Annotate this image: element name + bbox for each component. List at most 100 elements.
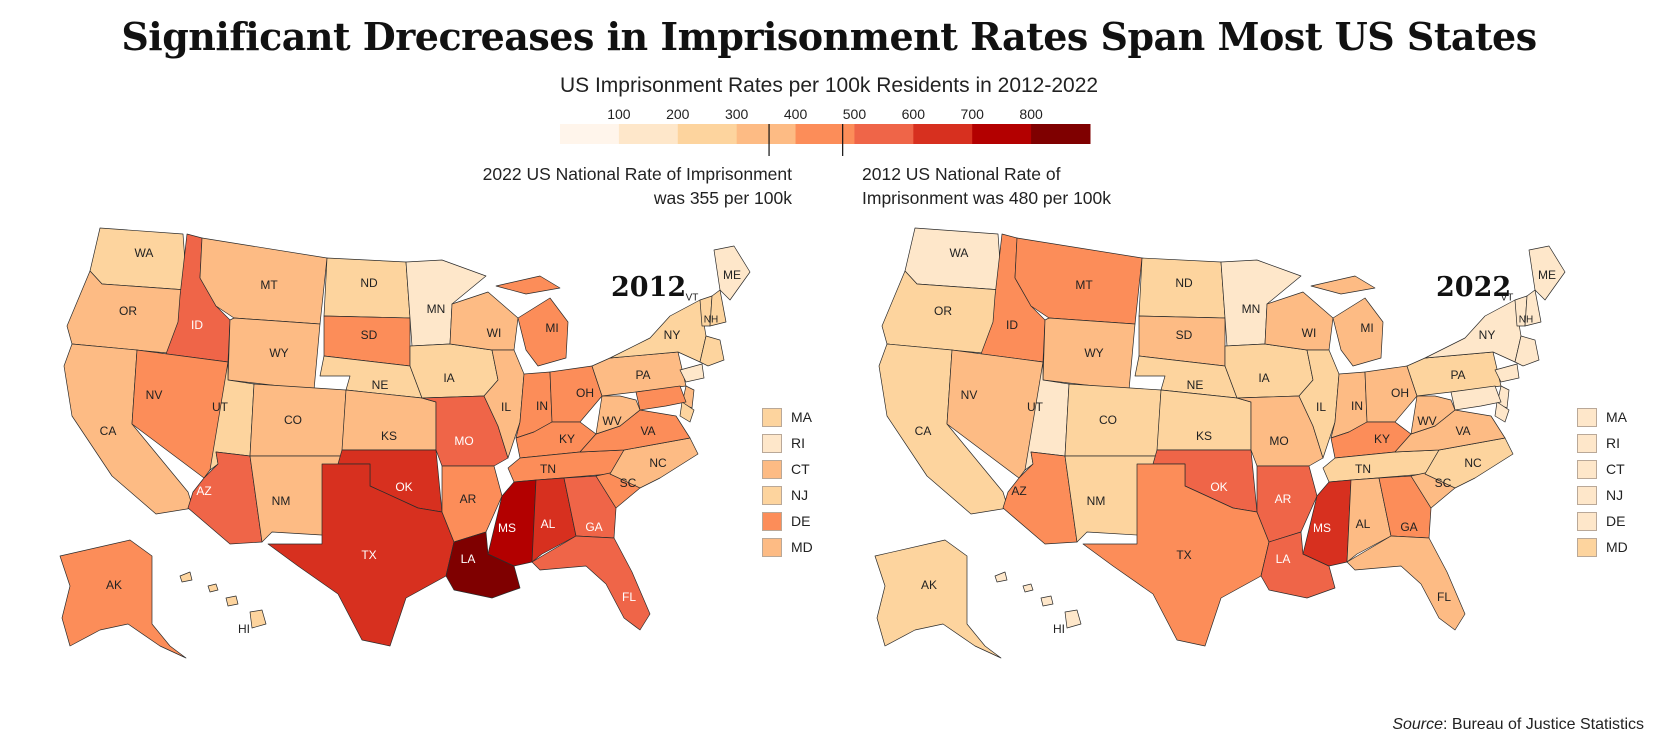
state-nm xyxy=(249,455,343,543)
annotation-2012-rate: 2012 US National Rate of Imprisonment wa… xyxy=(862,164,1112,208)
legend-label: CT xyxy=(791,461,810,477)
state-label-nv: NV xyxy=(146,388,163,402)
state-labels-2012: WA OR CA ID NV MT WY UT AZ CO NM ND SD NE KS OK TX MN IA MO… xyxy=(100,246,741,636)
state-label-wi: WI xyxy=(487,326,502,340)
state-label-nh: NH xyxy=(1519,315,1533,326)
state-small-northeast xyxy=(1494,401,1510,423)
state-label-al: AL xyxy=(541,517,556,531)
scale-bin xyxy=(854,124,914,144)
northeast-legend-item: MD xyxy=(762,534,813,560)
legend-swatch xyxy=(1577,433,1597,453)
scale-tick-label: 600 xyxy=(902,108,926,122)
state-label-wv: WV xyxy=(602,414,621,428)
state-ny xyxy=(609,299,707,363)
legend-label: MD xyxy=(1606,539,1628,555)
state-label-me: ME xyxy=(723,268,741,282)
state-label-wi: WI xyxy=(1302,326,1317,340)
source-text: : Bureau of Justice Statistics xyxy=(1443,716,1644,733)
northeast-legend-item: CT xyxy=(1577,456,1628,482)
legend-label: MA xyxy=(1606,409,1627,425)
state-label-il: IL xyxy=(501,400,511,414)
state-small-northeast xyxy=(1514,335,1540,367)
scale-bin xyxy=(913,124,973,144)
state-label-ar: AR xyxy=(1275,492,1292,506)
state-mi xyxy=(1310,275,1384,367)
state-label-ne: NE xyxy=(372,378,389,392)
state-label-me: ME xyxy=(1538,268,1556,282)
state-shapes-2012 xyxy=(59,227,751,659)
state-labels-2022: WA OR CA ID NV MT WY UT AZ CO NM ND SD NE KS OK TX MN IA MO… xyxy=(915,246,1556,636)
state-label-ok: OK xyxy=(1210,480,1227,494)
legend-swatch xyxy=(1577,459,1597,479)
state-label-mo: MO xyxy=(454,434,473,448)
state-il xyxy=(1298,349,1340,459)
state-fl xyxy=(531,535,651,631)
northeast-legend-item: DE xyxy=(1577,508,1628,534)
chart-subtitle: US Imprisonment Rates per 100k Residents… xyxy=(559,74,1099,97)
state-wi xyxy=(449,291,519,351)
state-label-sc: SC xyxy=(1435,476,1452,490)
legend-label: NJ xyxy=(1606,487,1624,503)
chart-title: Significant Drecreases in Imprisonment R… xyxy=(121,14,1537,59)
state-label-ky: KY xyxy=(1374,432,1390,446)
state-small-northeast xyxy=(1450,385,1502,411)
state-label-tn: TN xyxy=(540,462,556,476)
map-2012: WA OR CA ID NV MT WY UT AZ CO NM ND SD NE KS OK TX MN IA MO… xyxy=(59,227,751,659)
state-label-mn: MN xyxy=(1242,302,1261,316)
state-label-sd: SD xyxy=(361,328,378,342)
state-hi xyxy=(994,571,1082,629)
state-label-ar: AR xyxy=(460,492,477,506)
scale-bin xyxy=(736,124,797,144)
legend-label: MA xyxy=(791,409,812,425)
state-nh xyxy=(1524,289,1542,327)
legend-swatch xyxy=(1577,537,1597,557)
state-label-id: ID xyxy=(1006,318,1018,332)
year-label-2022: 2022 xyxy=(1436,272,1512,303)
state-label-il: IL xyxy=(1316,400,1326,414)
state-label-ia: IA xyxy=(443,371,454,385)
state-label-la: LA xyxy=(461,552,476,566)
state-label-ks: KS xyxy=(1196,429,1212,443)
scale-bin xyxy=(677,124,738,144)
state-label-mt: MT xyxy=(1075,278,1093,292)
scale-tick-label: 300 xyxy=(725,108,749,122)
state-oh xyxy=(1364,365,1418,423)
state-label-ny: NY xyxy=(664,328,681,342)
state-label-mn: MN xyxy=(427,302,446,316)
source-note: Source: Bureau of Justice Statistics xyxy=(1392,716,1644,734)
legend-swatch xyxy=(1577,407,1597,427)
legend-swatch xyxy=(762,433,782,453)
legend-label: NJ xyxy=(791,487,809,503)
state-small-northeast xyxy=(679,363,705,383)
state-label-id: ID xyxy=(191,318,203,332)
state-mi xyxy=(495,275,569,367)
state-label-in: IN xyxy=(1351,399,1363,413)
state-label-tx: TX xyxy=(361,548,376,562)
state-label-va: VA xyxy=(1455,424,1470,438)
state-label-ms: MS xyxy=(1313,521,1331,535)
legend-label: RI xyxy=(1606,435,1620,451)
legend-swatch xyxy=(762,537,782,557)
state-label-nh: NH xyxy=(704,315,718,326)
state-label-nd: ND xyxy=(1175,276,1193,290)
scale-bin xyxy=(560,124,620,144)
state-me xyxy=(713,245,751,301)
state-label-la: LA xyxy=(1276,552,1291,566)
state-label-az: AZ xyxy=(196,484,211,498)
state-label-vt: VT xyxy=(1501,293,1514,304)
map-2022: WA OR CA ID NV MT WY UT AZ CO NM ND SD NE KS OK TX MN IA MO… xyxy=(874,227,1566,659)
state-ny xyxy=(1424,299,1522,363)
state-wi xyxy=(1264,291,1334,351)
state-label-nm: NM xyxy=(272,494,291,508)
state-label-ak: AK xyxy=(106,578,122,592)
state-me xyxy=(1528,245,1566,301)
state-label-ca: CA xyxy=(915,424,932,438)
state-label-wv: WV xyxy=(1417,414,1436,428)
state-label-ny: NY xyxy=(1479,328,1496,342)
source-label: Source xyxy=(1392,716,1444,733)
state-label-mi: MI xyxy=(545,321,558,335)
state-label-mt: MT xyxy=(260,278,278,292)
state-label-in: IN xyxy=(536,399,548,413)
state-label-ks: KS xyxy=(381,429,397,443)
state-label-tx: TX xyxy=(1176,548,1191,562)
